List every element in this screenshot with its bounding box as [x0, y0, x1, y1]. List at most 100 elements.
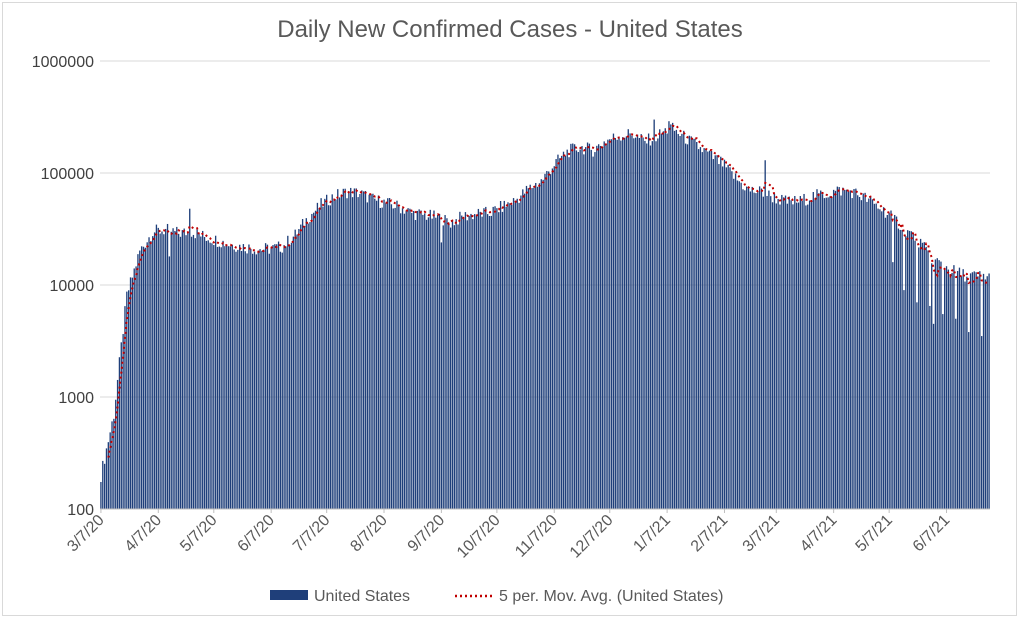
bar — [161, 231, 163, 509]
bar — [975, 272, 977, 509]
bar — [177, 233, 180, 509]
bar — [416, 210, 418, 510]
legend: United States 5 per. Mov. Avg. (United S… — [270, 588, 723, 605]
bar — [664, 128, 666, 510]
bar — [892, 262, 894, 509]
bar — [361, 190, 363, 510]
bar — [424, 213, 426, 509]
bar — [494, 206, 496, 509]
bar — [766, 195, 768, 509]
bar — [947, 269, 950, 509]
bar — [298, 228, 300, 510]
bar — [744, 190, 746, 510]
bar — [625, 136, 628, 509]
bar — [572, 143, 574, 509]
bar — [585, 147, 587, 509]
bar — [355, 188, 357, 509]
bar — [590, 149, 592, 509]
bar — [720, 156, 722, 510]
bar — [923, 242, 925, 509]
bar — [738, 181, 740, 509]
bar — [390, 204, 393, 509]
moving-average-line — [107, 124, 990, 458]
bar — [973, 271, 975, 509]
bar — [646, 143, 648, 510]
bar — [560, 155, 563, 509]
legend-label-bars: United States — [314, 588, 410, 605]
bar — [401, 208, 404, 509]
bar — [429, 209, 431, 509]
bar — [129, 277, 132, 509]
bar — [694, 138, 696, 510]
bar — [714, 155, 716, 509]
bar — [742, 189, 744, 509]
bar — [422, 214, 424, 509]
bar — [916, 302, 918, 509]
bar — [840, 195, 842, 509]
bar — [788, 196, 790, 509]
bar — [257, 250, 259, 509]
bar — [496, 208, 498, 509]
bar — [270, 248, 272, 509]
bar — [414, 220, 417, 509]
bar — [427, 217, 430, 509]
bar — [879, 209, 881, 509]
bar — [266, 244, 269, 510]
bar — [294, 229, 296, 509]
bar — [721, 166, 724, 509]
bar — [966, 276, 968, 509]
bar — [753, 192, 755, 509]
bar — [231, 244, 233, 509]
bar — [474, 214, 476, 509]
bar — [400, 213, 402, 510]
bar — [418, 209, 420, 510]
bar — [962, 269, 964, 509]
bar — [684, 143, 687, 509]
x-tick-label: 5/7/21 — [853, 512, 897, 556]
bar — [340, 194, 343, 509]
bar — [618, 137, 620, 509]
bar — [597, 144, 600, 510]
bar — [251, 253, 254, 509]
bar — [570, 143, 572, 509]
bar — [855, 188, 857, 509]
bar — [420, 210, 422, 509]
bar — [259, 249, 261, 509]
bar — [795, 202, 798, 509]
bar — [944, 269, 946, 509]
bar — [727, 164, 729, 509]
bar — [522, 189, 524, 510]
bar — [115, 399, 117, 509]
bar — [982, 273, 985, 509]
bar — [927, 250, 929, 509]
bar — [586, 142, 589, 509]
bar — [109, 432, 111, 509]
x-tick-label: 3/7/21 — [740, 512, 784, 556]
bar — [307, 223, 309, 509]
bar — [955, 318, 957, 509]
bar — [283, 245, 285, 510]
bar — [831, 196, 833, 509]
bar — [910, 231, 913, 509]
bar — [344, 188, 346, 509]
bar — [449, 227, 452, 509]
bar — [368, 194, 370, 509]
bar — [192, 234, 195, 509]
bar — [144, 247, 146, 510]
bar — [405, 210, 407, 509]
bar — [559, 158, 561, 509]
bar — [808, 200, 811, 509]
y-tick-label: 100 — [67, 502, 94, 519]
x-tick-label: 6/7/21 — [910, 512, 954, 556]
bar — [346, 198, 348, 510]
bar — [272, 245, 274, 509]
bar — [783, 197, 785, 510]
bar — [566, 149, 568, 509]
bar — [725, 167, 727, 509]
bar — [864, 192, 866, 509]
bar — [226, 244, 228, 509]
bar — [829, 196, 831, 509]
bar — [960, 276, 962, 509]
bar — [409, 208, 411, 510]
bar — [862, 193, 864, 509]
